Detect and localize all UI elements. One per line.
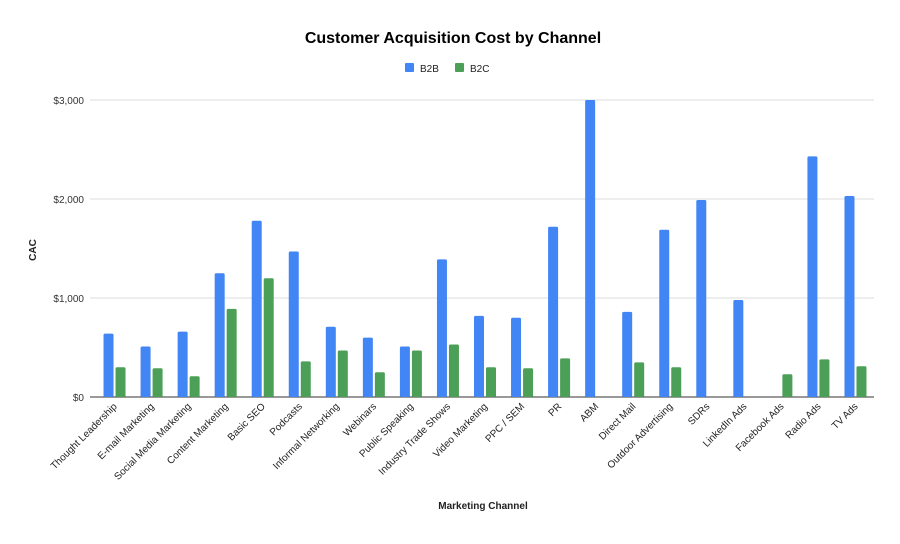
bar-b2b [103, 333, 114, 397]
bar-b2b [214, 273, 225, 397]
bar-b2c [337, 350, 348, 397]
bar-b2b [548, 226, 559, 397]
bar-b2c [856, 366, 867, 397]
bar-b2c [560, 358, 571, 397]
y-axis-label: CAC [28, 239, 39, 261]
bar-b2b [511, 317, 522, 397]
legend-label: B2C [470, 64, 489, 75]
bar-b2c [486, 367, 496, 397]
x-tick-label: Podcasts [268, 401, 305, 438]
bar-b2b [696, 199, 707, 397]
bar-b2b [659, 229, 670, 397]
bar-b2b [436, 259, 447, 397]
bar-b2c [523, 368, 534, 397]
x-tick-label: Radio Ads [784, 401, 824, 441]
x-tick-label: Industry Trade Shows [377, 401, 453, 477]
y-tick-label: $1,000 [53, 294, 84, 305]
x-tick-label: Informal Networking [271, 401, 342, 472]
x-tick-label: PPC / SEM [484, 401, 528, 445]
x-axis-label: Marketing Channel [438, 501, 528, 512]
chart-title: Customer Acquisition Cost by Channel [305, 30, 601, 47]
bar-b2c [448, 344, 459, 397]
bar-b2b [807, 156, 818, 397]
x-tick-label: TV Ads [830, 401, 861, 432]
bar-b2c [152, 368, 163, 397]
x-tick-label: Webinars [341, 401, 379, 439]
bar-b2b [362, 337, 373, 397]
bar-b2c [671, 367, 682, 397]
x-tick-label: PR [547, 401, 565, 419]
bar-b2b [399, 346, 410, 397]
legend: B2B B2C [405, 63, 489, 75]
bar-b2c [374, 372, 385, 397]
bar-b2c [226, 308, 237, 397]
bar-b2c [263, 278, 274, 397]
bar-b2c [411, 350, 422, 397]
bar-b2b [844, 196, 855, 397]
bar-b2c [634, 362, 645, 397]
bar-b2b [474, 315, 484, 397]
x-tick-label: ABM [578, 401, 601, 424]
y-tick-label: $2,000 [53, 195, 84, 206]
bar-b2b [622, 311, 633, 397]
bar-b2b [251, 220, 262, 397]
y-tick-label: $0 [73, 393, 85, 404]
x-tick-label: Outdoor Advertising [605, 401, 675, 471]
bar-b2c [300, 361, 311, 397]
bar-b2b [140, 346, 151, 397]
bar-b2c [189, 376, 200, 397]
bar-b2c [782, 374, 793, 397]
bar-b2b [288, 251, 299, 397]
gridlines: $0 $1,000 $2,000 $3,000 [53, 96, 874, 404]
y-tick-label: $3,000 [53, 96, 84, 107]
bar-b2b [585, 100, 596, 397]
x-tick-label: Basic SEO [226, 401, 268, 443]
legend-label: B2B [420, 64, 439, 75]
bar-b2b [733, 299, 744, 397]
bar-b2c [819, 359, 830, 397]
x-tick-label: Thought Leadership [49, 401, 120, 472]
bar-b2b [177, 331, 188, 397]
bar-b2b [325, 326, 336, 397]
legend-swatch-b2c [455, 63, 464, 72]
x-tick-label: SDRs [686, 401, 712, 427]
bars [103, 100, 867, 397]
legend-swatch-b2b [405, 63, 414, 72]
bar-b2c [115, 367, 126, 397]
